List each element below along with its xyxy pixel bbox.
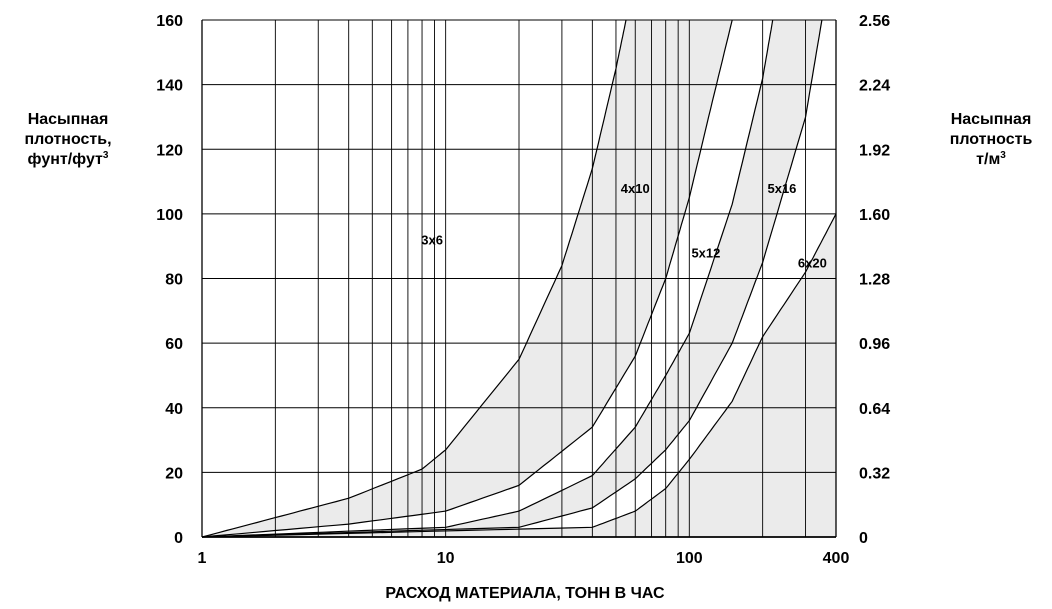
tick-labels: 0 20 40 60 80 100 120 140 160 0 0.32 0.64 0.96 1.28 1.… xyxy=(156,13,890,567)
y-tick-label-left: 20 xyxy=(165,465,183,482)
y-axis-label-left-line1: Насыпная xyxy=(27,111,109,128)
y-tick-label-left: 60 xyxy=(165,336,183,353)
y-axis-label-right-superscript: 3 xyxy=(1000,150,1006,161)
y-tick-label-left: 80 xyxy=(165,272,183,289)
y-axis-label-right-line2: плотность xyxy=(949,131,1033,148)
y-tick-label-right: 1.28 xyxy=(859,272,890,289)
y-tick-label-right: 0.32 xyxy=(859,465,890,482)
y-tick-label-left: 40 xyxy=(165,401,183,418)
series-curves xyxy=(201,19,837,538)
x-tick-label: 400 xyxy=(823,550,850,567)
y-tick-label-right: 0 xyxy=(859,530,868,547)
x-axis-label: РАСХОД МАТЕРИАЛА, ТОНН В ЧАС xyxy=(385,585,665,602)
axes xyxy=(201,20,837,538)
series-line-6x20 xyxy=(201,213,837,538)
y-tick-label-left: 0 xyxy=(174,530,183,547)
y-axis-label-right-line3: т/м xyxy=(976,151,1001,168)
shaded-band-3 xyxy=(202,20,836,537)
y-axis-label-left-superscript: 3 xyxy=(102,150,109,161)
series-label-6x20: 6x20 xyxy=(798,255,827,270)
y-tick-label-right: 1.92 xyxy=(859,142,890,159)
y-axis-label-right: Насыпная плотность т/м3 xyxy=(930,110,1052,170)
series-line-5x12 xyxy=(201,19,774,538)
y-axis-label-left-line2: плотность, xyxy=(24,131,112,148)
series-labels: 3x6 4x10 5x12 5x16 6x20 xyxy=(421,181,827,270)
series-label-4x10: 4x10 xyxy=(621,181,650,196)
y-tick-label-right: 0.64 xyxy=(859,401,890,418)
series-label-3x6: 3x6 xyxy=(421,233,443,248)
series-line-3x6 xyxy=(201,19,627,538)
grid-lines xyxy=(202,19,836,537)
y-tick-label-right: 2.56 xyxy=(859,13,890,30)
y-tick-label-left: 100 xyxy=(156,207,183,224)
y-axis-label-right-line1: Насыпная xyxy=(950,111,1032,128)
series-label-5x16: 5x16 xyxy=(767,181,796,196)
series-label-5x12: 5x12 xyxy=(691,246,720,261)
x-tick-label: 100 xyxy=(676,550,703,567)
y-tick-label-left: 120 xyxy=(156,142,183,159)
y-tick-label-left: 140 xyxy=(156,78,183,95)
y-tick-label-right: 2.24 xyxy=(859,78,890,95)
x-tick-label: 10 xyxy=(437,550,455,567)
y-tick-label-right: 0.96 xyxy=(859,336,890,353)
y-axis-label-left: Насыпная плотность, фунт/фут3 xyxy=(2,110,134,170)
series-line-5x16 xyxy=(201,19,823,538)
series-line-4x10 xyxy=(201,19,733,538)
y-tick-label-left: 160 xyxy=(156,13,183,30)
y-axis-label-left-line3: фунт/фут xyxy=(27,151,103,168)
x-tick-label: 1 xyxy=(198,550,207,567)
y-tick-label-right: 1.60 xyxy=(859,207,890,224)
